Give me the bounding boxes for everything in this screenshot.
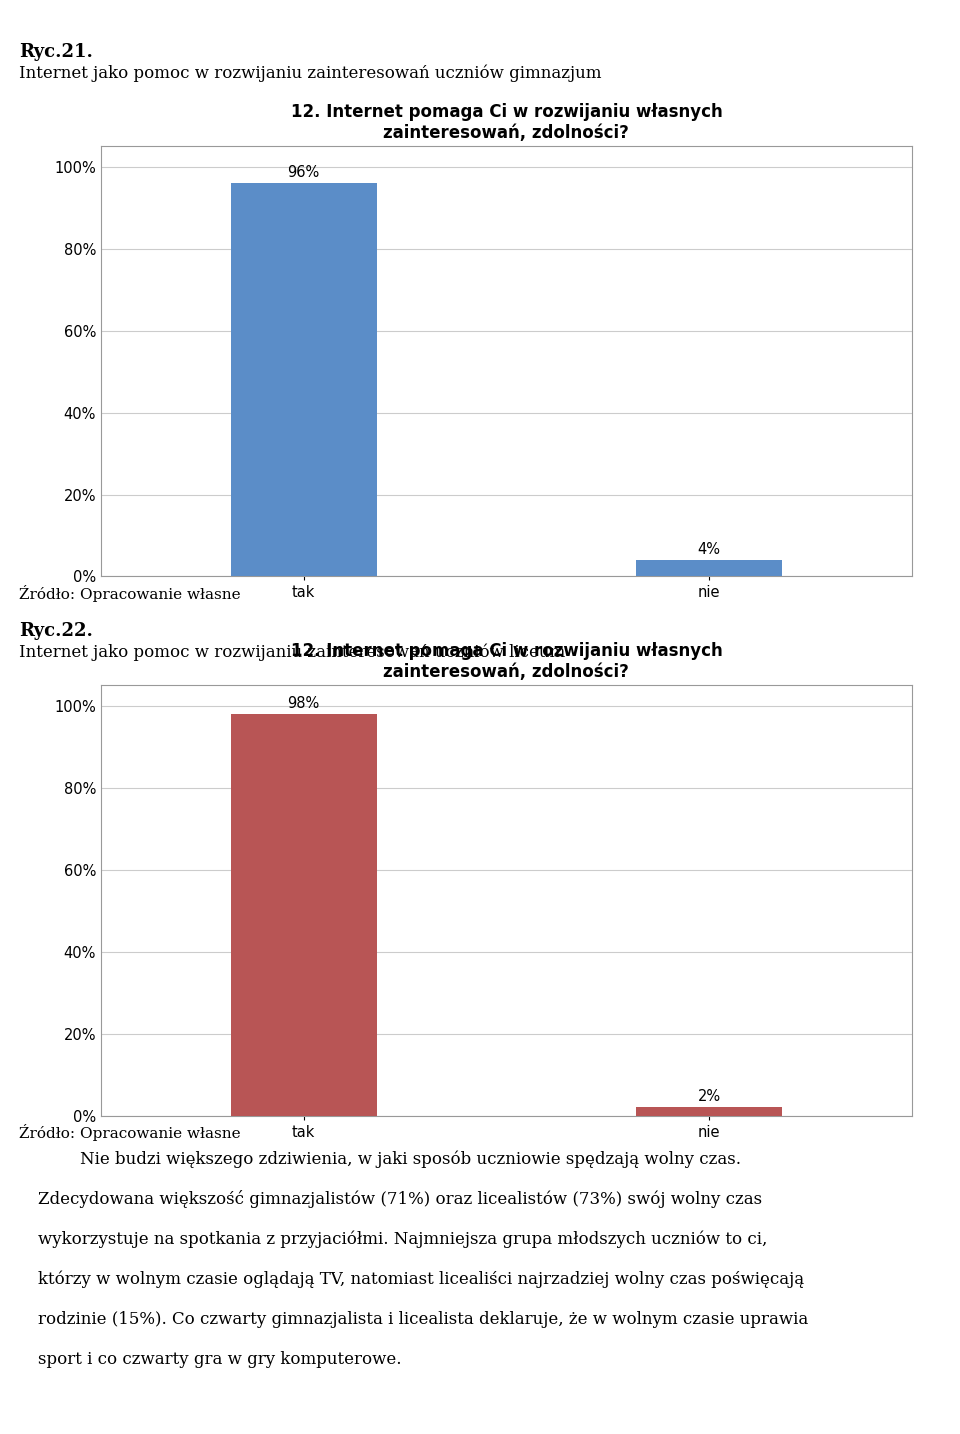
Text: Nie budzi większego zdziwienia, w jaki sposób uczniowie spędzają wolny czas.: Nie budzi większego zdziwienia, w jaki s… <box>38 1150 741 1167</box>
Text: Źródło: Opracowanie własne: Źródło: Opracowanie własne <box>19 585 241 602</box>
Title: 12. Internet pomaga Ci w rozwijaniu własnych
zainteresowań, zdolności?: 12. Internet pomaga Ci w rozwijaniu włas… <box>291 642 722 681</box>
Text: 2%: 2% <box>698 1090 721 1104</box>
Text: rodzinie (15%). Co czwarty gimnazjalista i licealista deklaruje, że w wolnym cza: rodzinie (15%). Co czwarty gimnazjalista… <box>38 1311 808 1328</box>
Text: Zdecydowana większość gimnazjalistów (71%) oraz licealistów (73%) swój wolny cza: Zdecydowana większość gimnazjalistów (71… <box>38 1190 762 1209</box>
Text: 98%: 98% <box>287 695 320 711</box>
Bar <box>230 184 376 576</box>
Text: Źródło: Opracowanie własne: Źródło: Opracowanie własne <box>19 1124 241 1141</box>
Title: 12. Internet pomaga Ci w rozwijaniu własnych
zainteresowań, zdolności?: 12. Internet pomaga Ci w rozwijaniu włas… <box>291 103 722 142</box>
Text: 96%: 96% <box>287 165 320 179</box>
Text: którzy w wolnym czasie oglądają TV, natomiast licealiści najrzadziej wolny czas : którzy w wolnym czasie oglądają TV, nato… <box>38 1271 804 1288</box>
Text: wykorzystuje na spotkania z przyjaciółmi. Najmniejsza grupa młodszych uczniów to: wykorzystuje na spotkania z przyjaciółmi… <box>38 1230 768 1248</box>
Text: 4%: 4% <box>698 542 721 556</box>
Text: Internet jako pomoc w rozwijaniu zainteresowań uczniów liceum: Internet jako pomoc w rozwijaniu zainter… <box>19 644 565 661</box>
Bar <box>636 561 782 576</box>
Text: Ryc.21.: Ryc.21. <box>19 43 93 62</box>
Text: sport i co czwarty gra w gry komputerowe.: sport i co czwarty gra w gry komputerowe… <box>38 1351 402 1368</box>
Text: Internet jako pomoc w rozwijaniu zainteresowań uczniów gimnazjum: Internet jako pomoc w rozwijaniu zainter… <box>19 65 602 82</box>
Text: Ryc.22.: Ryc.22. <box>19 622 93 641</box>
Bar <box>230 714 376 1116</box>
Bar <box>636 1107 782 1116</box>
